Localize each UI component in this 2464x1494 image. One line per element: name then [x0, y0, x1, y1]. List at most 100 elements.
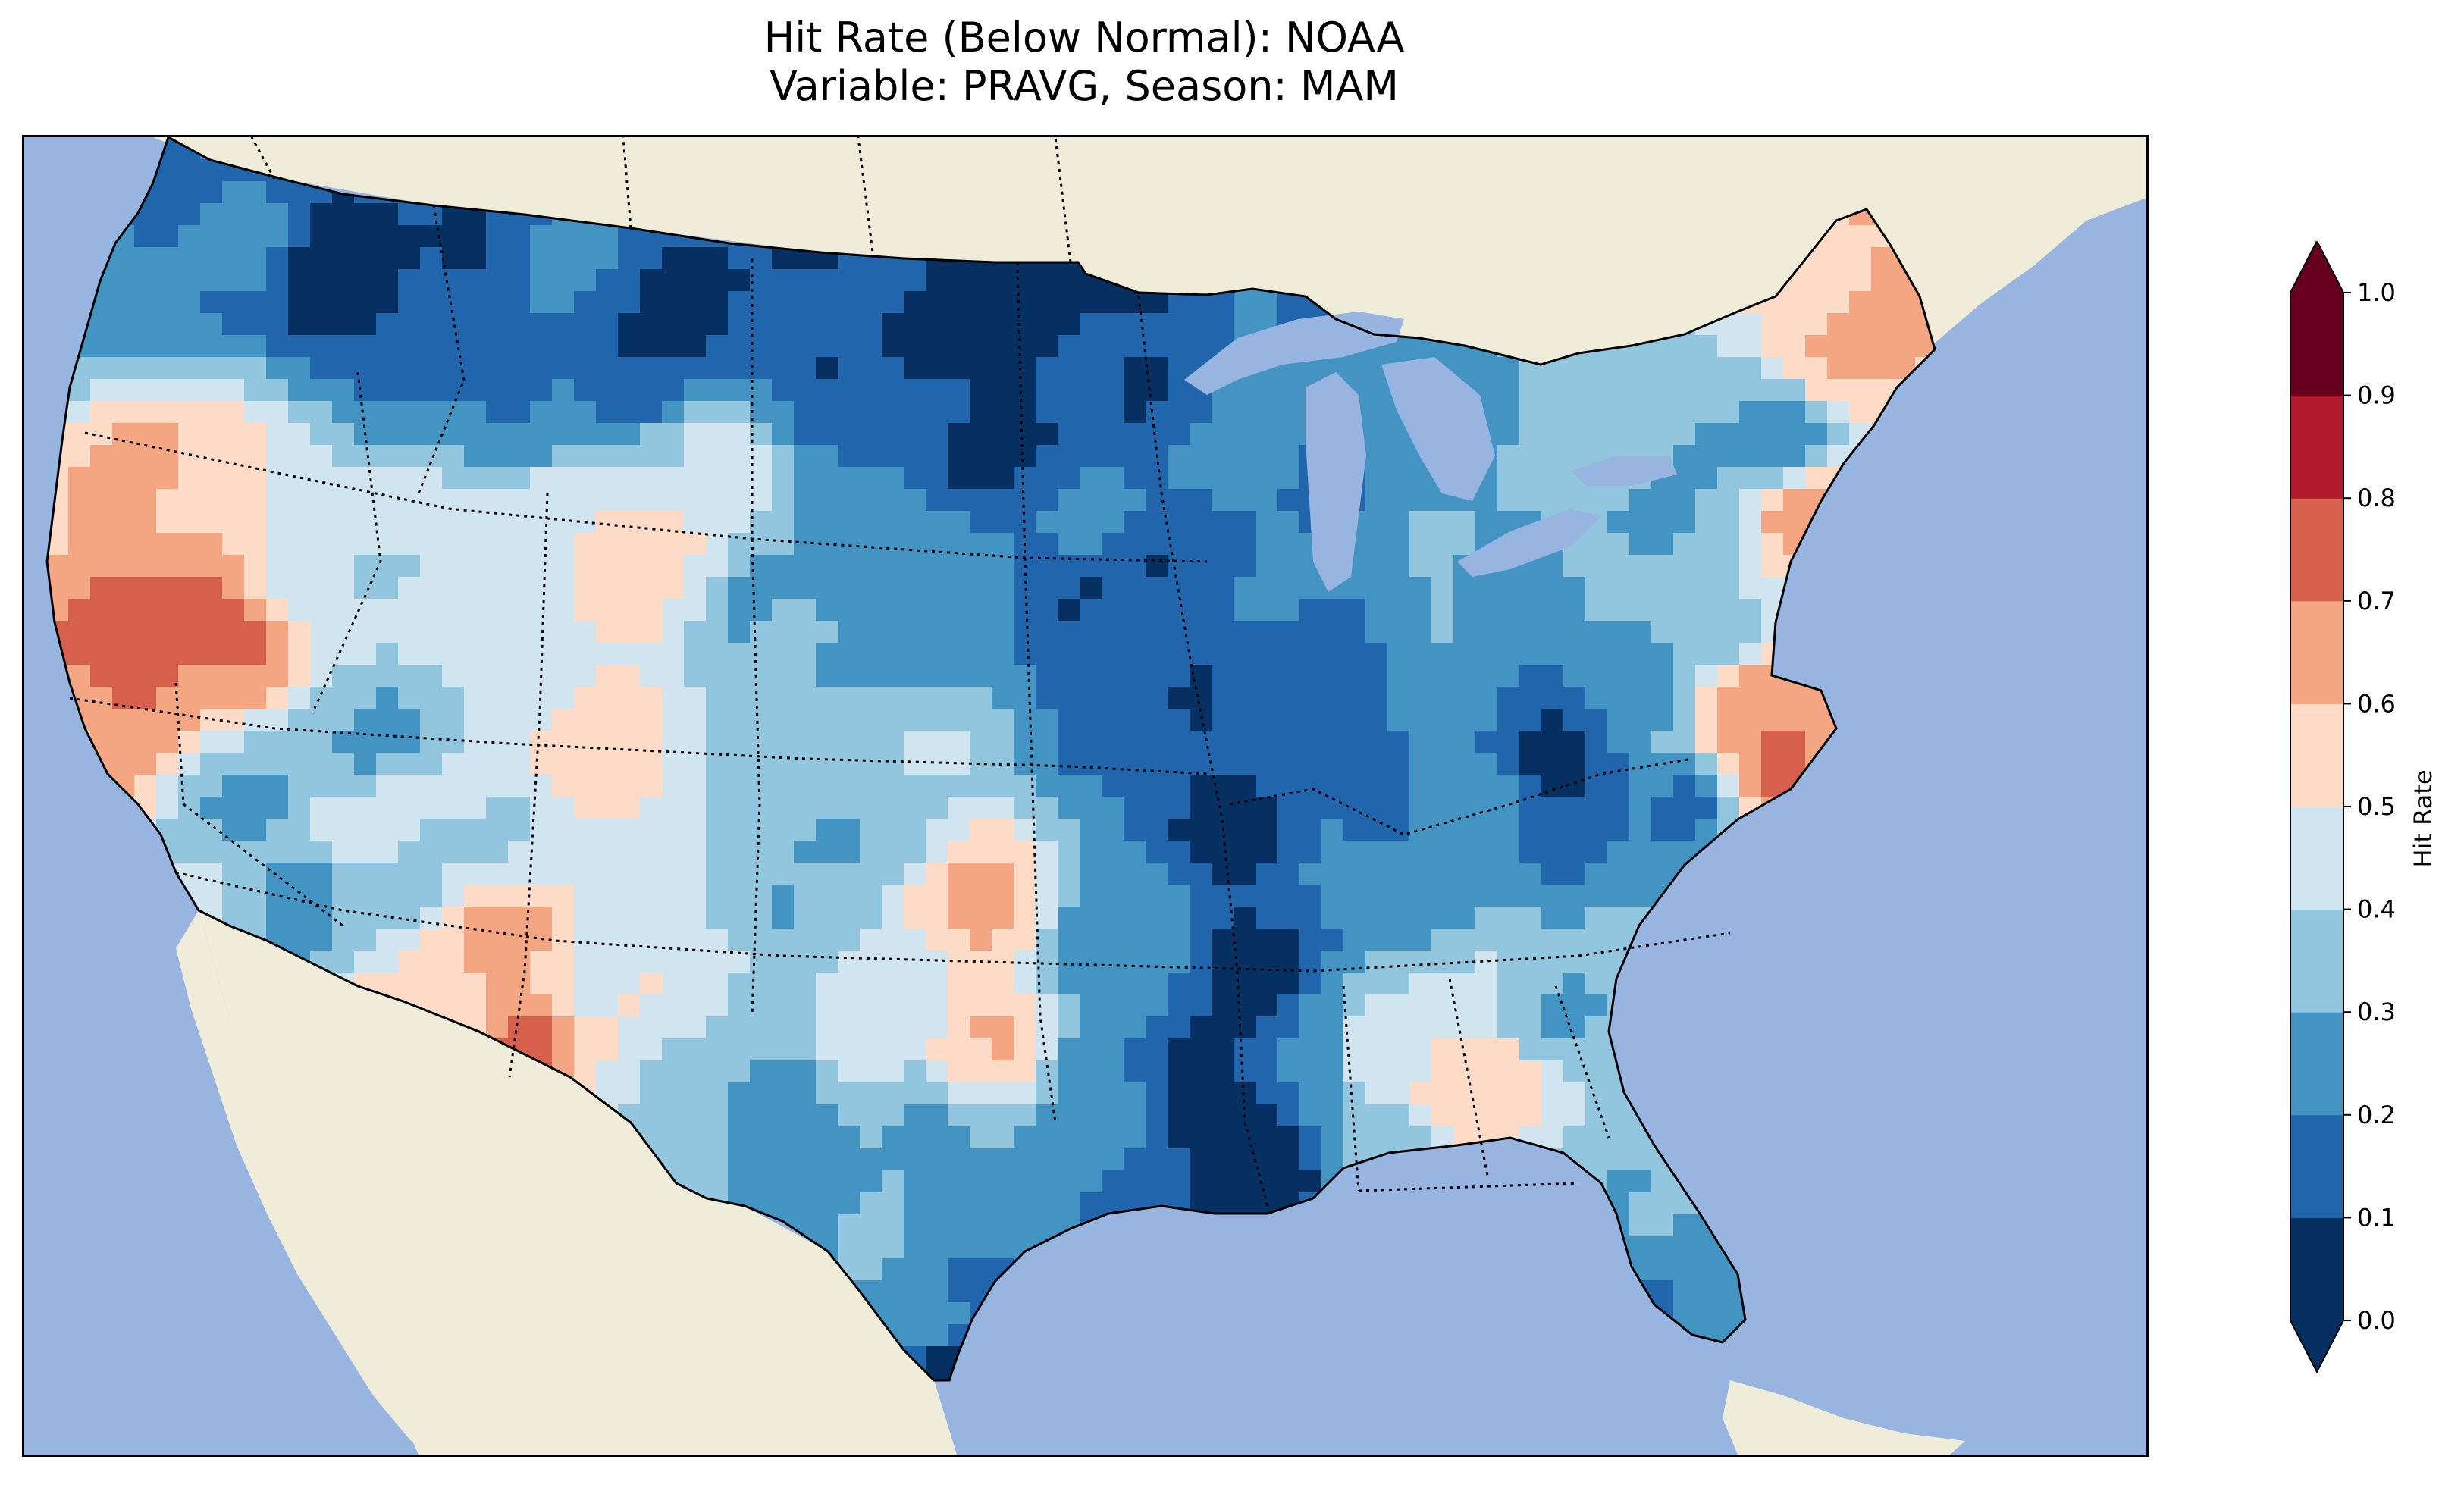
grid-cell [1497, 1148, 1520, 1171]
grid-cell [926, 665, 948, 687]
grid-cell [1234, 1214, 1256, 1237]
grid-cell [200, 269, 223, 292]
grid-cell [816, 1082, 839, 1105]
grid-cell [1102, 885, 1124, 907]
grid-cell [1102, 379, 1124, 402]
grid-cell [47, 1236, 69, 1259]
grid-cell [134, 401, 157, 424]
grid-cell [2003, 885, 2026, 907]
grid-cell [1036, 731, 1058, 753]
grid-cell [2047, 1192, 2070, 1215]
grid-cell [1299, 709, 1322, 731]
grid-cell [244, 225, 267, 248]
grid-cell [1563, 797, 1586, 819]
grid-cell [970, 687, 992, 709]
grid-cell [1321, 1038, 1344, 1061]
grid-cell [90, 841, 113, 863]
grid-cell [1607, 1148, 1630, 1171]
grid-cell [1805, 269, 1828, 292]
grid-cell [1146, 291, 1168, 314]
grid-cell [24, 137, 47, 160]
grid-cell [640, 819, 663, 841]
grid-cell [1915, 994, 1935, 1017]
grid-cell [1871, 313, 1894, 336]
grid-cell [1827, 379, 1850, 402]
grid-cell [486, 357, 509, 380]
grid-cell [552, 687, 575, 709]
grid-cell [112, 159, 135, 182]
grid-cell [24, 203, 47, 226]
grid-cell [1036, 1148, 1058, 1171]
grid-cell [178, 665, 201, 687]
grid-cell [1168, 1170, 1190, 1193]
grid-cell [1981, 335, 2004, 358]
grid-cell [838, 929, 861, 951]
grid-cell [1981, 313, 2004, 336]
grid-cell [2047, 423, 2070, 446]
grid-cell [1519, 753, 1542, 775]
grid-cell [24, 1148, 47, 1171]
grid-cell [684, 731, 707, 753]
grid-cell [1937, 1104, 1960, 1127]
grid-cell [354, 511, 377, 534]
grid-cell [112, 1170, 135, 1193]
grid-cell [530, 445, 553, 468]
grid-cell [1036, 907, 1058, 929]
grid-cell [2135, 709, 2146, 731]
grid-cell [1673, 1016, 1696, 1039]
grid-cell [1256, 1104, 1278, 1127]
grid-cell [2069, 1038, 2092, 1061]
grid-cell [398, 225, 421, 248]
grid-cell [772, 863, 795, 885]
grid-cell [1673, 753, 1696, 775]
grid-cell [860, 1104, 882, 1127]
grid-cell [24, 423, 47, 446]
grid-cell [90, 533, 113, 556]
grid-cell [1256, 1038, 1278, 1061]
grid-cell [222, 819, 245, 841]
grid-cell [1277, 379, 1300, 402]
grid-cell [1739, 533, 1762, 556]
grid-cell [684, 291, 707, 314]
grid-cell [1387, 1214, 1410, 1237]
grid-cell [1761, 379, 1784, 402]
grid-cell [1299, 775, 1322, 797]
grid-cell [1146, 819, 1168, 841]
grid-cell [1519, 489, 1542, 512]
grid-cell [904, 1236, 926, 1259]
grid-cell [1739, 1192, 1762, 1215]
grid-cell [1431, 731, 1454, 753]
grid-cell [1519, 643, 1542, 666]
grid-cell [1629, 907, 1652, 929]
grid-cell [398, 709, 421, 731]
grid-cell [1036, 1082, 1058, 1105]
grid-cell [1014, 599, 1036, 622]
grid-cell [1497, 401, 1520, 424]
grid-cell [992, 973, 1014, 995]
grid-cell [1695, 643, 1718, 666]
grid-cell [1827, 665, 1850, 687]
grid-cell [816, 269, 839, 292]
grid-cell [1981, 1082, 2004, 1105]
grid-cell [1058, 1082, 1080, 1105]
grid-cell [1409, 621, 1432, 644]
grid-cell [420, 907, 443, 929]
grid-cell [772, 247, 795, 270]
grid-cell [618, 753, 641, 775]
grid-cell [1497, 445, 1520, 468]
grid-cell [1783, 885, 1806, 907]
grid-cell [596, 467, 619, 490]
grid-cell [1937, 665, 1960, 687]
grid-cell [640, 885, 663, 907]
grid-cell [1168, 555, 1190, 578]
grid-cell [816, 819, 839, 841]
grid-cell [354, 687, 377, 709]
grid-cell [1343, 753, 1366, 775]
grid-cell [640, 929, 663, 951]
grid-cell [1256, 797, 1278, 819]
grid-cell [574, 291, 597, 314]
grid-cell [1146, 994, 1168, 1017]
grid-cell [1277, 577, 1300, 600]
grid-cell [1783, 907, 1806, 929]
grid-cell [1343, 621, 1366, 644]
